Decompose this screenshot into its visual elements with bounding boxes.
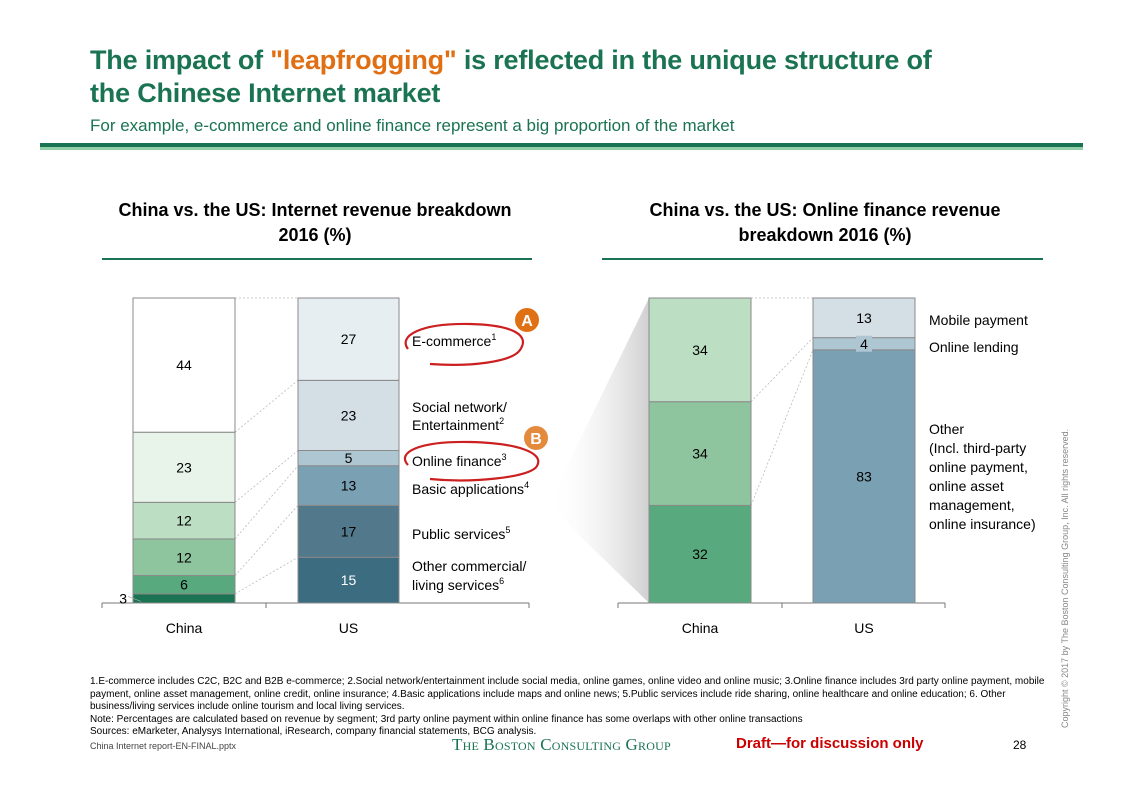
chart1-category-label: US [339, 620, 358, 636]
page-subtitle: For example, e-commerce and online finan… [90, 116, 735, 135]
chart1-bar-us-segment [297, 297, 400, 381]
chart1-category-label: China [166, 620, 203, 636]
chart2-bar-china-segment [648, 504, 752, 604]
chart1-value-label: 5 [345, 450, 353, 466]
footnote-marker: 6 [499, 576, 504, 586]
highlight-circle-ecommerce [404, 322, 525, 366]
chart1-value-label: 23 [341, 407, 357, 423]
chart1-legend-item: Entertainment2 [412, 416, 504, 433]
chart1-bar-china-segment [132, 538, 236, 577]
chart1-legend-item: living services6 [412, 576, 504, 593]
chart2-legend-item: online insurance) [929, 516, 1036, 532]
chart2-value-label: 32 [692, 546, 708, 562]
chart2-connector-line [750, 349, 814, 506]
footnote-note: Note: Percentages are calculated based o… [90, 713, 803, 725]
page-title: The impact of "leapfrogging" is reflecte… [90, 44, 932, 110]
chart2-bar-china-segment [648, 401, 752, 506]
chart2-legend-item: online asset [929, 478, 1004, 494]
chart1-value-label: 44 [176, 357, 192, 373]
chart1-value-label: 27 [341, 331, 357, 347]
footnote-definitions: 1.E-commerce includes C2C, B2C and B2B e… [90, 676, 1045, 712]
zoom-funnel [548, 298, 649, 603]
bcg-logo: The Boston Consulting Group [452, 735, 671, 754]
chart1-bar-china-segment [132, 297, 236, 433]
footnotes: 1.E-commerce includes C2C, B2C and B2B e… [90, 676, 1050, 739]
chart1-legend-item: Public services5 [412, 525, 510, 542]
chart1-title: China vs. the US: Internet revenue break… [118, 200, 512, 245]
marker-b-badge [524, 426, 548, 450]
footnote-marker: 2 [499, 416, 504, 426]
header-rule-light [40, 147, 1083, 150]
chart2-value-label-bg [856, 335, 872, 352]
chart1-bar-us-segment [297, 465, 400, 506]
highlight-circle-online-finance [403, 440, 540, 482]
chart1-title-rule [102, 258, 532, 260]
footnote-marker: 4 [524, 480, 529, 490]
marker-a-label: A [521, 313, 533, 330]
chart1-bar-us-segment [297, 556, 400, 604]
chart1-bar-us-segment [297, 504, 400, 558]
chart2-legend-item: Other [929, 421, 964, 437]
chart1-legend-item: Online finance3 [412, 452, 507, 469]
chart2-bar-china-segment [648, 297, 752, 403]
chart2-legend-item: online payment, [929, 459, 1028, 475]
copyright-notice: Copyright © 2017 by The Boston Consultin… [1060, 428, 1070, 728]
chart2-connector-line [750, 337, 814, 402]
chart1-value-label: 3 [119, 590, 127, 606]
title-text: The impact of [90, 45, 271, 75]
title-highlight: "leapfrogging" [270, 45, 457, 75]
chart2-value-label: 34 [692, 342, 708, 358]
chart2-value-label: 13 [856, 310, 872, 326]
footer-filename: China Internet report-EN-FINAL.pptx [90, 741, 237, 751]
chart1-bar-china-segment [132, 431, 236, 503]
chart1-legend-item: Basic applications4 [412, 480, 529, 497]
chart1-connector-line [234, 505, 299, 576]
page-number: 28 [1013, 738, 1027, 752]
chart2-value-label: 4 [860, 336, 868, 352]
leader-line [127, 596, 142, 602]
chart1-bar-china-segment [132, 593, 236, 604]
chart2-legend-item: Mobile payment [929, 312, 1028, 328]
chart2-bar-us-segment [812, 349, 916, 604]
chart1-connector-line [234, 380, 299, 433]
chart2-legend-item: Online lending [929, 339, 1019, 355]
footnote-sources: Sources: eMarketer, Analysys Internation… [90, 726, 537, 737]
chart2-value-label: 83 [856, 468, 872, 484]
chart1-value-label: 15 [341, 572, 357, 588]
title-text-2: is reflected in the unique structure of [456, 45, 932, 75]
footnote-marker: 5 [505, 525, 510, 535]
chart2-category-label: China [682, 620, 719, 636]
marker-a-badge [515, 308, 539, 332]
chart1-legend-item: Social network/ [412, 399, 507, 415]
chart2-legend-item: management, [929, 497, 1015, 513]
chart1-bar-china-segment [132, 501, 236, 540]
chart1-value-label: 6 [180, 577, 188, 593]
footnote-marker: 3 [502, 452, 507, 462]
chart1-value-label: 13 [341, 478, 357, 494]
chart1-legend-item: E-commerce1 [412, 332, 496, 349]
chart2-legend-item: (Incl. third-party [929, 440, 1026, 456]
chart2-category-label: US [854, 620, 873, 636]
footnote-marker: 1 [491, 332, 496, 342]
chart1-value-label: 23 [176, 459, 192, 475]
marker-b-label: B [530, 431, 542, 448]
chart1-value-label: 12 [176, 513, 192, 529]
chart1-legend-item: Other commercial/ [412, 558, 526, 574]
chart2-title: China vs. the US: Online finance revenue… [649, 200, 1001, 245]
draft-notice: Draft—for discussion only [736, 735, 924, 752]
chart1-connector-line [234, 556, 299, 595]
chart2-title-rule [602, 258, 1043, 260]
chart1-bar-us-segment [297, 379, 400, 452]
header-rule [40, 143, 1083, 147]
chart2-value-label: 34 [692, 446, 708, 462]
chart1-value-label: 17 [341, 523, 357, 539]
chart1-value-label: 12 [176, 549, 192, 565]
title-line-2: the Chinese Internet market [90, 78, 441, 108]
chart1-connector-line [234, 450, 299, 503]
chart1-connector-line [234, 465, 299, 540]
